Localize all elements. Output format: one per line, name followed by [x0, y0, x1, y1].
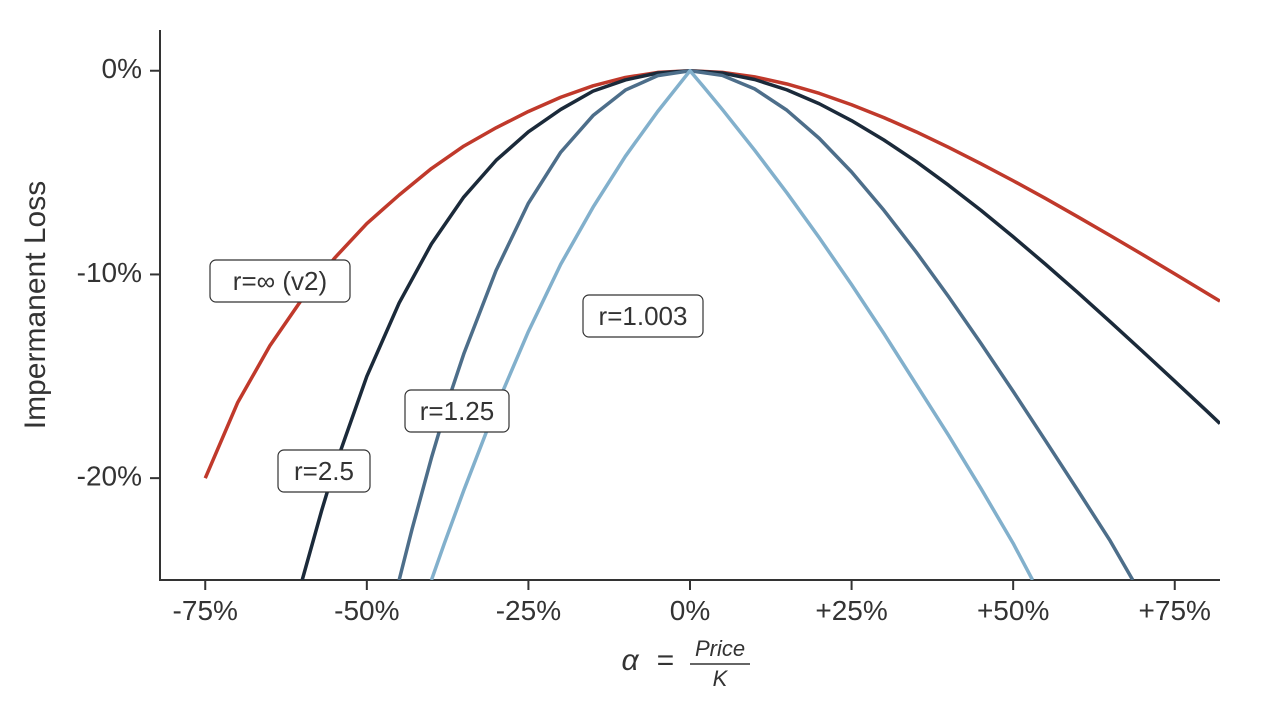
svg-text:r=2.5: r=2.5 — [294, 456, 354, 486]
x-tick-label: -25% — [496, 595, 561, 626]
x-axis-title: α = Price K — [621, 636, 750, 691]
annotation-r-1.25: r=1.25 — [405, 390, 509, 432]
svg-text:r=∞ (v2): r=∞ (v2) — [233, 266, 327, 296]
series-r-1.003 — [431, 71, 1032, 580]
svg-text:α: α — [621, 644, 639, 677]
annotation-r-inf-v2: r=∞ (v2) — [210, 260, 350, 302]
x-tick-label: -75% — [173, 595, 238, 626]
x-tick-label: +75% — [1139, 595, 1211, 626]
annotation-r-1.003: r=1.003 — [583, 295, 703, 337]
svg-text:Price: Price — [695, 636, 745, 661]
svg-text:K: K — [713, 666, 729, 691]
svg-text:r=1.003: r=1.003 — [599, 301, 688, 331]
svg-text:=: = — [656, 644, 674, 677]
x-tick-label: +25% — [815, 595, 887, 626]
x-tick-label: 0% — [670, 595, 710, 626]
y-tick-label: -10% — [77, 257, 142, 288]
y-tick-label: -20% — [77, 461, 142, 492]
annotation-r-2.5: r=2.5 — [278, 450, 370, 492]
y-axis-title: Impermanent Loss — [19, 181, 52, 429]
impermanent-loss-chart: -75% -50% -25% 0% +25% +50% +75% 0% -10% -20% Impe… — [0, 0, 1271, 720]
svg-text:r=1.25: r=1.25 — [420, 396, 494, 426]
series-r-2.5 — [302, 71, 1220, 580]
x-tick-label: +50% — [977, 595, 1049, 626]
series-r-inf-v2 — [205, 71, 1220, 478]
chart-container: -75% -50% -25% 0% +25% +50% +75% 0% -10% -20% Impe… — [0, 0, 1271, 720]
series-group — [205, 71, 1220, 580]
x-tick-label: -50% — [334, 595, 399, 626]
y-tick-label: 0% — [102, 53, 142, 84]
